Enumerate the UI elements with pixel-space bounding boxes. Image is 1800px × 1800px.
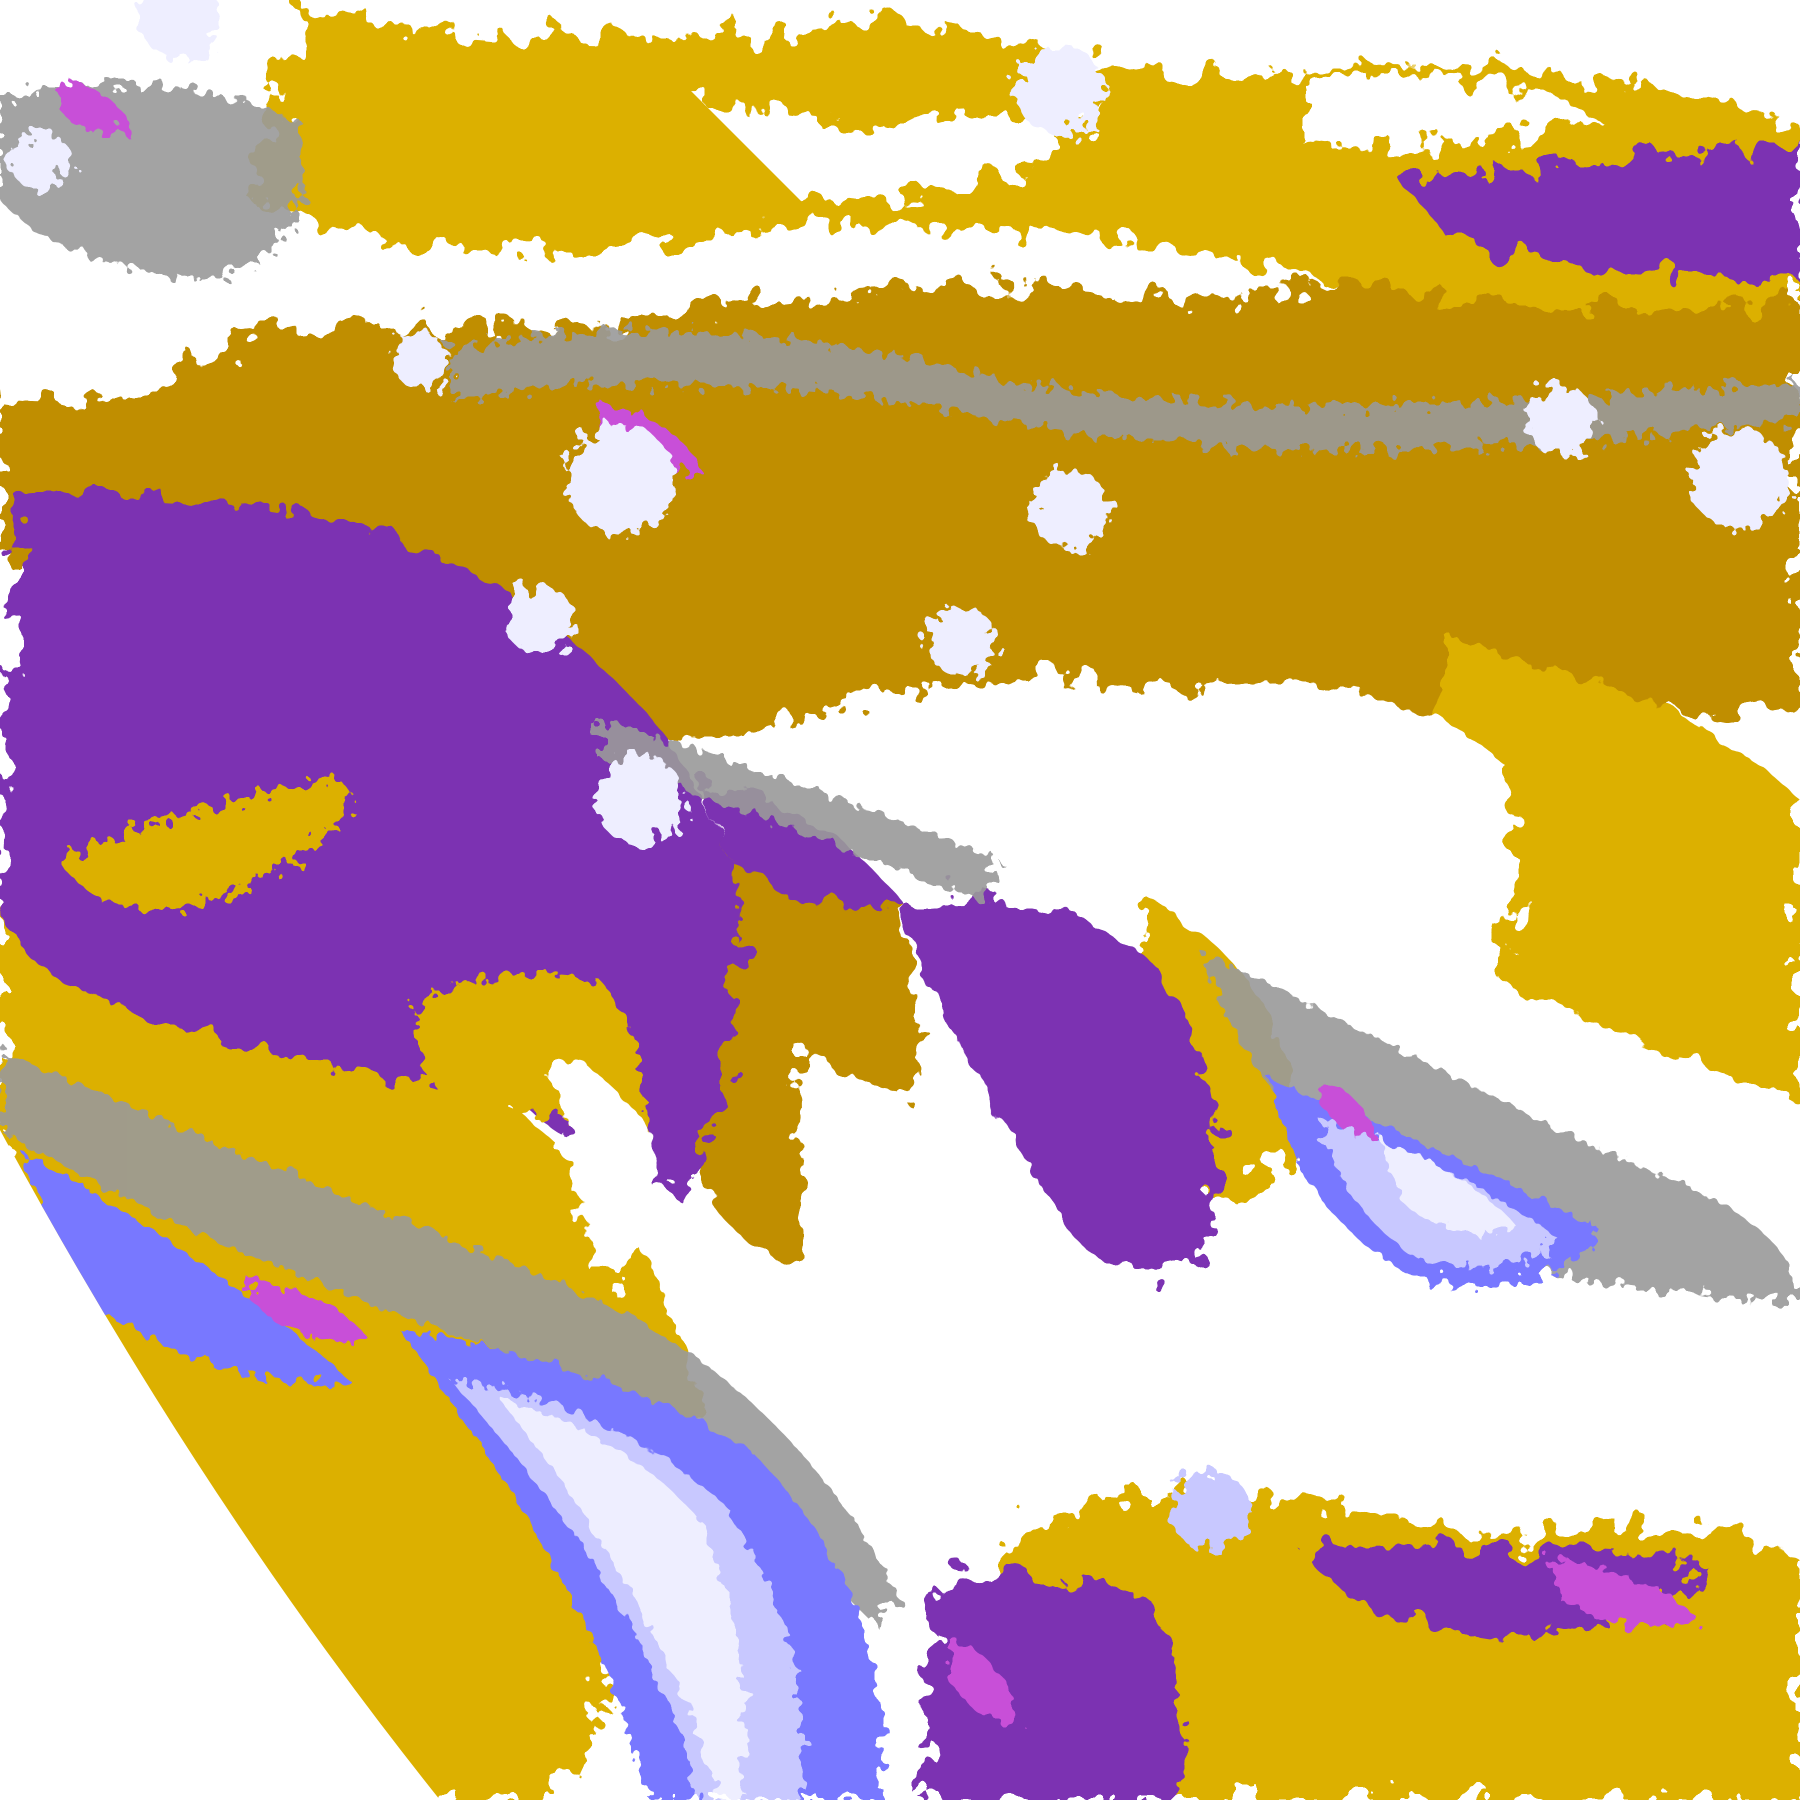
- clear-areas: [0, 75, 1800, 1620]
- gray-layer: [0, 84, 1800, 1620]
- lavender-layer: [10, 0, 1790, 1800]
- magenta-layer: [60, 80, 1700, 1722]
